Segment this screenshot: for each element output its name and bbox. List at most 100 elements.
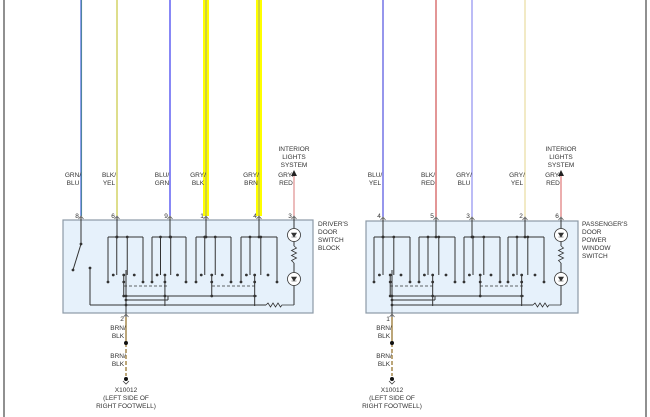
junction-dot (408, 280, 412, 284)
junction-dot (266, 273, 270, 277)
wire-color-label: GRN (155, 180, 170, 187)
junction-dot (526, 235, 530, 239)
junction-dot (372, 280, 376, 284)
wire-color-label: RED (546, 180, 560, 187)
wire-color-label: GRY/ (456, 172, 472, 179)
ground-point-icon (390, 377, 394, 381)
component-name: BLOCK (318, 245, 341, 252)
wire-color-label: BLK (378, 333, 391, 340)
wire-color-label: GRY/ (243, 172, 259, 179)
junction-dot (122, 294, 126, 298)
pin-number: 9 (164, 213, 168, 220)
pin-number: 6 (555, 213, 559, 220)
connector-pin-icon (78, 215, 84, 220)
diode-symbol (290, 232, 298, 238)
interior-lights-label: INTERIOR (278, 146, 309, 153)
wire-color-label: BLU (67, 180, 80, 187)
junction-dot (132, 273, 136, 277)
wire-color-label: BLU/ (155, 172, 170, 179)
component-name: SWITCH (582, 253, 608, 260)
junction-dot (203, 235, 207, 239)
junction-dot (381, 235, 385, 239)
ground-point-icon (124, 377, 128, 381)
wire-color-label: BRN/ (110, 353, 126, 360)
diode-symbol (290, 276, 298, 282)
wire-color-label: YEL (369, 180, 382, 187)
junction-dot (106, 280, 110, 284)
wire-color-label: BLK (112, 361, 125, 368)
wire-color-label: BLK (378, 361, 391, 368)
connector-pin-icon (256, 215, 262, 220)
component-name: DRIVER'S (318, 221, 349, 228)
connector-pin-icon (558, 216, 564, 221)
junction-dot (220, 273, 224, 277)
junction-dot (213, 235, 217, 239)
connector-pin-icon (522, 216, 528, 221)
door-jamb-switch (72, 243, 82, 271)
pin-number: 4 (253, 213, 257, 220)
junction-dot (275, 280, 279, 284)
pin-number: 3 (288, 213, 292, 220)
switch-block-box (62, 219, 314, 314)
junction-dot (176, 273, 179, 277)
wire-color-label: BLK/ (102, 172, 116, 179)
wire-color-label: YEL (511, 180, 524, 187)
junction-dot (248, 235, 252, 239)
pin-number: 8 (75, 213, 79, 220)
junction-dot (482, 235, 486, 239)
junction-dot (498, 280, 502, 284)
junction-dot (468, 273, 471, 277)
wire-color-label: BLU/ (368, 172, 383, 179)
resistor-icon (290, 245, 298, 264)
interior-lights-label: SYSTEM (548, 162, 575, 169)
connector-pin-icon (380, 216, 386, 221)
junction-dot (471, 235, 475, 239)
junction-dot (426, 235, 430, 239)
junction-dot (523, 235, 527, 239)
ground-connector-label: RIGHT FOOTWELL) (362, 403, 422, 410)
ground-connector-label: X10012 (115, 387, 138, 394)
component-name: POWER (582, 237, 607, 244)
wire-color-label: GRY/ (278, 172, 294, 179)
wire-color-label: BLK/ (421, 172, 435, 179)
component-name: DOOR (582, 229, 602, 236)
junction-dot (245, 273, 248, 277)
junction-dot (437, 235, 441, 239)
wire-color-label: RED (279, 180, 293, 187)
junction-dot (399, 273, 403, 277)
junction-dot (141, 280, 145, 284)
resistor-icon (265, 302, 294, 308)
wire-color-label: BRN (244, 180, 258, 187)
junction-dot (453, 280, 457, 284)
junction-dot (259, 235, 263, 239)
junction-dot (434, 235, 438, 239)
junction-dot (515, 235, 519, 239)
arrow-up-icon (291, 170, 297, 176)
junction-dot (111, 273, 115, 277)
pin-number: 2 (120, 316, 124, 323)
junction-dot (392, 235, 396, 239)
junction-dot (533, 273, 537, 277)
pin-number: 1 (386, 316, 390, 323)
wire-color-label: BLU (458, 180, 471, 187)
connector-pin-icon (389, 313, 395, 318)
connector-pin-icon (123, 313, 129, 318)
component-name: SWITCH (318, 237, 344, 244)
junction-dot (115, 235, 119, 239)
splice-dot (124, 341, 128, 345)
junction-dot (542, 280, 546, 284)
junction-dot (199, 273, 203, 277)
junction-dot (79, 242, 83, 246)
connector-pin-icon (114, 215, 120, 220)
junction-dot (125, 235, 129, 239)
junction-dot (489, 273, 493, 277)
wire-color-label: BRN/ (376, 353, 392, 360)
diode-symbol (557, 276, 565, 282)
ground-arrow-icon (122, 380, 130, 385)
arrow-up-icon (558, 170, 564, 176)
wire-color-label: YEL (103, 180, 116, 187)
connector-pin-icon (167, 215, 173, 220)
pin-number: 5 (430, 213, 434, 220)
connector-pin-icon (291, 215, 297, 220)
